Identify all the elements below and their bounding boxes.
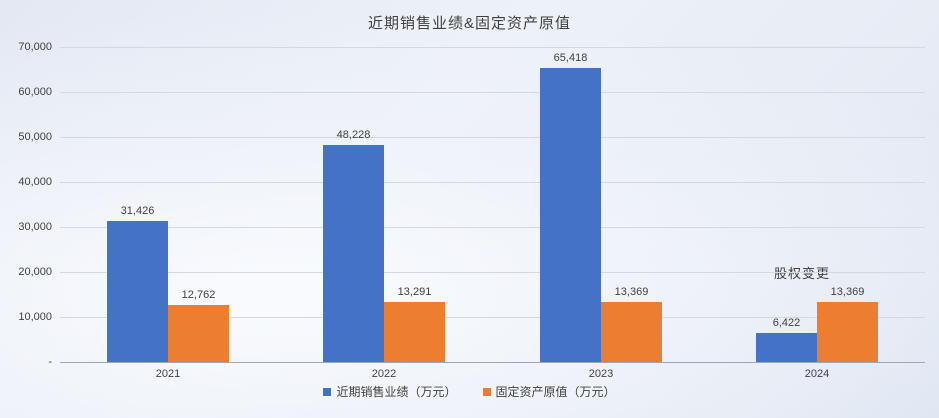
y-axis-tick-label: 40,000 (18, 176, 52, 188)
legend-swatch-sales-icon (323, 387, 332, 396)
bar-assets-2024 (817, 302, 878, 362)
bar-value-label: 13,369 (830, 286, 865, 298)
y-axis-tick-label: 50,000 (18, 131, 52, 143)
bar-value-label: 6,422 (772, 317, 801, 329)
legend-item-sales: 近期销售业绩（万元） (323, 383, 457, 400)
gridline (60, 317, 925, 318)
y-axis-tick-label: 20,000 (18, 266, 52, 278)
annotation-equity-change: 股权变更 (774, 266, 831, 281)
legend-swatch-assets-icon (482, 387, 491, 396)
legend-item-assets: 固定资产原值（万元） (482, 383, 616, 400)
bar-value-label: 31,426 (120, 205, 155, 217)
legend: 近期销售业绩（万元） 固定资产原值（万元） (0, 383, 939, 400)
gridline (60, 272, 925, 273)
y-axis-tick-label: 70,000 (18, 41, 52, 53)
x-axis-category-label: 2022 (371, 368, 397, 380)
legend-label-sales: 近期销售业绩（万元） (336, 385, 457, 399)
gridline (60, 92, 925, 93)
y-axis-tick-label: - (48, 356, 52, 368)
chart-title: 近期销售业绩&固定资产原值 (367, 15, 571, 32)
bar-sales-2022 (323, 145, 384, 362)
y-axis-tick-label: 30,000 (18, 221, 52, 233)
gridline (60, 137, 925, 138)
bar-sales-2024 (756, 333, 817, 362)
x-axis-category-label: 2021 (155, 368, 181, 380)
gridline (60, 47, 925, 48)
bar-sales-2023 (540, 68, 601, 362)
y-axis-tick-label: 10,000 (18, 311, 52, 323)
bar-assets-2021 (168, 305, 229, 362)
gridline (60, 227, 925, 228)
x-axis-category-label: 2023 (588, 368, 614, 380)
gridline (60, 182, 925, 183)
bar-assets-2022 (384, 302, 445, 362)
bar-value-label: 48,228 (336, 129, 371, 141)
y-axis-tick-label: 60,000 (18, 86, 52, 98)
legend-label-assets: 固定资产原值（万元） (495, 385, 616, 399)
bar-value-label: 12,762 (181, 289, 216, 301)
plot-area (60, 47, 925, 363)
x-axis-category-label: 2024 (804, 368, 830, 380)
bar-assets-2023 (601, 302, 662, 362)
bar-value-label: 13,369 (614, 286, 649, 298)
bar-value-label: 13,291 (397, 286, 432, 298)
bar-sales-2021 (107, 221, 168, 362)
bar-value-label: 65,418 (553, 52, 588, 64)
